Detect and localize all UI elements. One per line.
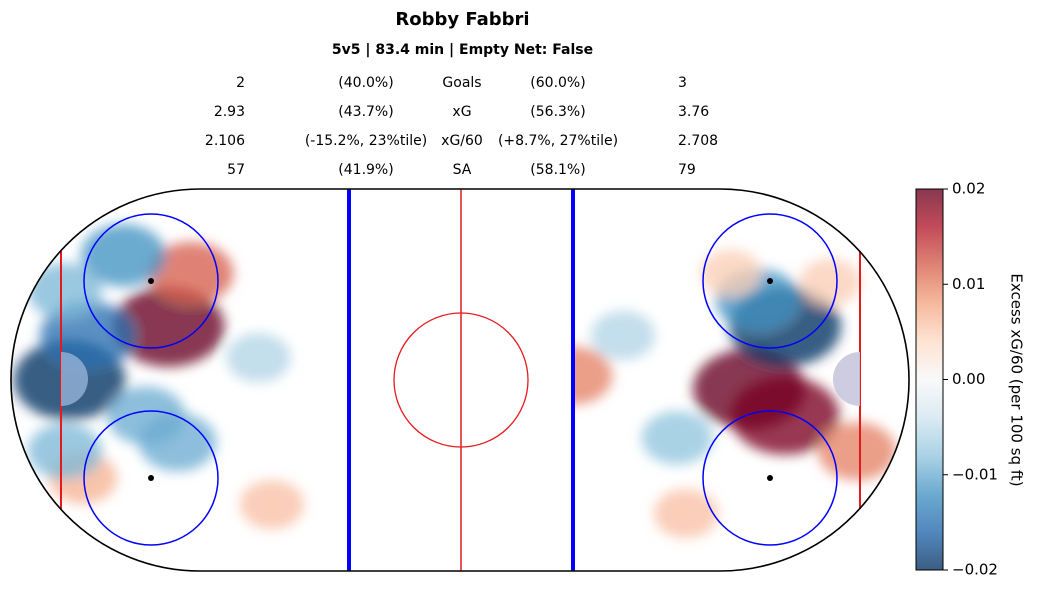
heatmap-cell xyxy=(641,411,713,465)
colorbar-tick-label: 0.01 xyxy=(952,275,985,293)
rink-markings xyxy=(10,188,910,572)
stat-row-sa: 57 (41.9%) SA (58.1%) 79 xyxy=(0,162,925,182)
heatmap-cell xyxy=(818,422,896,481)
heatmap-right-zone xyxy=(534,249,896,539)
faceoff-dot xyxy=(767,475,773,481)
chart-subtitle: 5v5 | 83.4 min | Empty Net: False xyxy=(331,42,594,58)
xg-right-pct: (56.3%) xyxy=(530,104,586,120)
heatmap-cell xyxy=(81,224,166,287)
xg60-right-pct: (+8.7%, 27%tile) xyxy=(497,133,619,149)
xg-label: xG xyxy=(452,104,472,120)
right-bottom-faceoff-circle xyxy=(702,410,838,546)
sa-left-value: 57 xyxy=(227,162,245,178)
sa-right-pct: (58.1%) xyxy=(530,162,586,178)
goals-label: Goals xyxy=(442,75,482,91)
xg60-left-value: 2.106 xyxy=(204,133,245,149)
xg-right-value: 3.76 xyxy=(678,104,710,120)
xg-left-pct: (43.7%) xyxy=(338,104,394,120)
heatmap-cell xyxy=(653,488,719,539)
goals-right-value: 3 xyxy=(678,75,687,91)
right-top-faceoff-circle xyxy=(702,213,838,349)
faceoff-dot xyxy=(148,278,154,284)
xg60-right-value: 2.708 xyxy=(678,133,719,149)
rink-boards xyxy=(10,188,910,572)
stat-row-xg60: 2.106 (-15.2%, 23%tile) xG/60 (+8.7%, 27… xyxy=(0,133,925,153)
goals-left-pct: (40.0%) xyxy=(338,75,394,91)
left-top-faceoff-circle xyxy=(83,213,219,349)
heatmap-cell xyxy=(239,480,305,530)
heatmap-cell xyxy=(700,249,762,297)
heatmap-cell xyxy=(590,310,656,361)
center-faceoff-circle xyxy=(393,312,529,448)
heatmap-cell xyxy=(107,386,185,445)
heatmap-cell xyxy=(148,242,234,305)
colorbar: 0.02 0.01 0.00 −0.01 −0.02 Excess xG/60 (per… xyxy=(915,180,1026,579)
stat-row-goals: 2 (40.0%) Goals (60.0%) 3 xyxy=(0,75,925,95)
faceoff-dot xyxy=(148,475,154,481)
xg60-label: xG/60 xyxy=(441,133,483,149)
colorbar-tick-label: 0.00 xyxy=(952,370,985,388)
colorbar-tick-label: −0.01 xyxy=(952,465,998,483)
left-bottom-faceoff-circle xyxy=(83,410,219,546)
colorbar-label: Excess xG/60 (per 100 sq ft) xyxy=(1008,273,1026,486)
xg-left-value: 2.93 xyxy=(213,104,245,120)
heatmap-cell xyxy=(226,333,291,383)
left-goal-crease xyxy=(61,352,88,406)
heatmap-layer xyxy=(11,189,909,571)
faceoff-dot xyxy=(767,278,773,284)
heatmap-cell xyxy=(730,376,840,455)
colorbar-tick-label: −0.02 xyxy=(952,561,998,579)
sa-label: SA xyxy=(452,162,472,178)
xg60-left-pct: (-15.2%, 23%tile) xyxy=(304,133,428,149)
stat-row-xg: 2.93 (43.7%) xG (56.3%) 3.76 xyxy=(0,104,925,124)
heatmap-cell xyxy=(27,423,103,480)
chart-title: Robby Fabbri xyxy=(395,9,530,30)
sa-left-pct: (41.9%) xyxy=(338,162,394,178)
heatmap-cell xyxy=(799,258,861,306)
sa-right-value: 79 xyxy=(678,162,696,178)
goals-left-value: 2 xyxy=(236,75,245,91)
colorbar-tick-label: 0.02 xyxy=(952,180,985,198)
colorbar-gradient xyxy=(916,189,943,570)
heatmap-left-zone xyxy=(13,224,305,530)
right-goal-crease xyxy=(833,352,860,406)
goals-right-pct: (60.0%) xyxy=(530,75,586,91)
